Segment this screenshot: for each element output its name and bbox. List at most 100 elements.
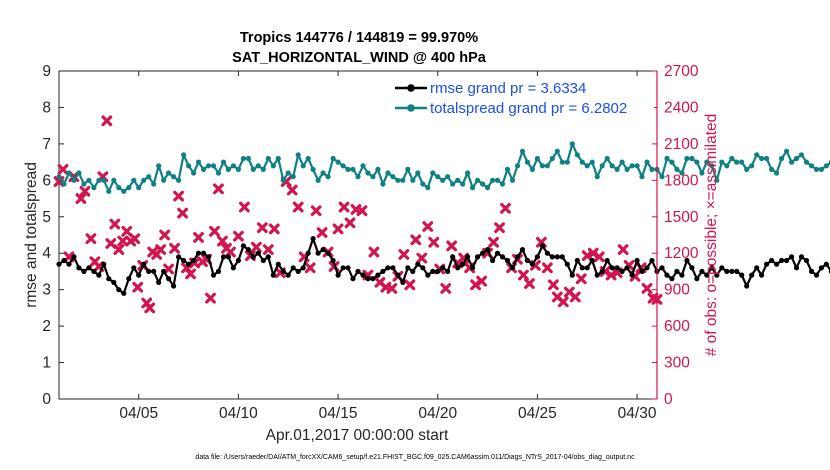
rmse-point <box>644 265 650 271</box>
totalspread-point <box>116 185 122 191</box>
rmse-point <box>420 265 426 271</box>
totalspread-point <box>539 163 546 169</box>
y2-tick-label: 1200 <box>664 245 699 262</box>
rmse-point <box>270 272 276 278</box>
rmse-point <box>704 272 710 278</box>
rmse-point <box>664 272 670 278</box>
rmse-point <box>808 268 815 274</box>
totalspread-point <box>614 166 620 172</box>
series-layer <box>53 115 830 314</box>
rmse-point <box>151 268 157 274</box>
rmse-point <box>639 268 645 274</box>
obs-assimilated-point <box>262 244 274 255</box>
totalspread-point <box>704 159 710 165</box>
rmse-point <box>504 257 511 264</box>
totalspread-point <box>818 166 825 172</box>
totalspread-point <box>594 174 600 180</box>
totalspread-point <box>729 155 735 162</box>
totalspread-point <box>390 174 396 180</box>
y-tick-label: 7 <box>42 136 51 153</box>
totalspread-point <box>96 177 102 183</box>
x-axis: 04/05 04/10 04/15 04/20 04/25 04/30 <box>119 405 657 422</box>
rmse-point <box>679 272 685 278</box>
obs-assimilated-point <box>256 222 268 234</box>
totalspread-point <box>250 166 256 172</box>
totalspread-point <box>639 174 645 180</box>
y2-tick-label: 2400 <box>664 99 699 116</box>
totalspread-point <box>425 185 431 191</box>
totalspread-point <box>136 185 142 191</box>
x-tick-label: 04/30 <box>618 405 657 422</box>
rmse-point <box>699 268 705 274</box>
rmse-point <box>494 250 501 256</box>
obs-assimilated-point <box>129 233 141 245</box>
rmse-point <box>524 257 531 264</box>
obs-assimilated-point <box>304 262 316 274</box>
totalspread-series <box>56 141 830 194</box>
rmse-point <box>818 265 825 271</box>
totalspread-point <box>584 163 590 169</box>
obs-assimilated-point <box>356 205 368 217</box>
totalspread-point <box>754 152 760 158</box>
rmse-point <box>161 268 167 274</box>
totalspread-point <box>161 177 167 183</box>
rmse-point <box>674 268 680 274</box>
totalspread-point <box>290 174 296 180</box>
rmse-point <box>470 265 476 271</box>
totalspread-point <box>71 177 77 183</box>
left-y-axis: 0 1 2 3 4 5 6 7 8 9 <box>42 63 51 408</box>
totalspread-point <box>435 174 441 180</box>
totalspread-point <box>260 166 266 172</box>
totalspread-point <box>579 159 585 165</box>
rmse-point <box>325 250 331 256</box>
totalspread-point <box>310 166 316 172</box>
rmse-point <box>784 257 790 264</box>
rmse-point <box>385 265 391 271</box>
totalspread-point <box>156 163 162 169</box>
obs-assimilated-point <box>238 201 250 213</box>
rmse-point <box>300 265 306 271</box>
totalspread-point <box>764 155 770 162</box>
rmse-point <box>275 261 281 267</box>
obs-assimilated-point <box>641 283 653 294</box>
totalspread-point <box>305 155 311 162</box>
totalspread-point <box>355 174 361 180</box>
obs-assimilated-point <box>593 251 605 263</box>
totalspread-point <box>166 170 172 176</box>
totalspread-point <box>56 174 62 180</box>
rmse-point <box>609 265 615 271</box>
totalspread-point <box>400 177 406 183</box>
totalspread-point <box>230 163 236 169</box>
obs-assimilated-point <box>587 247 599 259</box>
totalspread-point <box>808 163 815 169</box>
rmse-point <box>210 272 217 278</box>
totalspread-point <box>440 177 446 183</box>
obs-assimilated-point <box>368 246 380 258</box>
totalspread-point <box>599 163 605 169</box>
rmse-point <box>81 268 87 274</box>
rmse-point <box>769 257 775 264</box>
rmse-point <box>106 276 112 282</box>
obs-assimilated-point <box>173 190 184 202</box>
totalspread-point <box>789 159 795 165</box>
obs-assimilated-point <box>524 278 535 289</box>
totalspread-point <box>554 148 560 154</box>
y-tick-label: 6 <box>42 172 51 189</box>
totalspread-point <box>684 155 690 162</box>
rmse-point <box>719 265 725 271</box>
obs-assimilated-point <box>575 273 587 285</box>
totalspread-point <box>759 155 765 162</box>
rmse-point <box>240 243 246 249</box>
rmse-point <box>355 268 361 274</box>
right-y-axis: 0 300 600 900 1200 1500 1800 2100 2400 2700 <box>656 63 699 408</box>
rmse-point <box>460 261 466 267</box>
y-tick-label: 9 <box>42 63 51 80</box>
totalspread-point <box>255 163 261 169</box>
totalspread-point <box>300 163 306 169</box>
rmse-point <box>215 268 222 274</box>
legend-rmse-label: rmse grand pr = 3.6334 <box>430 80 586 97</box>
rmse-point <box>121 290 127 296</box>
y2-tick-label: 2100 <box>664 136 699 153</box>
obs-assimilated-point <box>132 281 144 293</box>
totalspread-point <box>604 155 610 162</box>
